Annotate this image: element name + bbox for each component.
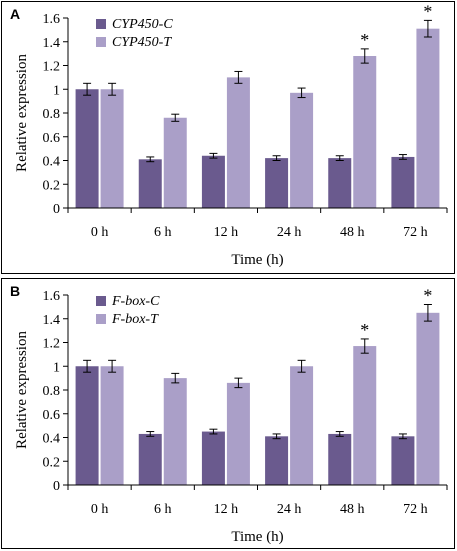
chart-a-svg: A 0 0.2 0.4 0.6 0.8 1 1.2 1.4 1.6 Relative express…	[10, 2, 448, 268]
bar-f-box-t	[163, 378, 187, 485]
legend-swatch	[96, 296, 106, 306]
bar-cyp450-c	[391, 156, 415, 208]
legend-label: CYP450-C	[112, 17, 173, 32]
x-axis-title: Time (h)	[231, 529, 283, 545]
bar-f-box-c	[138, 433, 162, 485]
x-tick-label: 6 h	[154, 502, 172, 517]
y-tick-label: 1	[53, 83, 60, 98]
x-tick-label: 12 h	[214, 225, 239, 240]
bar-cyp450-c	[201, 155, 225, 208]
bar-cyp450-c	[138, 159, 162, 208]
legend-swatch	[96, 19, 106, 29]
x-tick-label: 72 h	[403, 502, 428, 517]
bar-cyp450-t	[290, 92, 314, 208]
x-tick-label: 0 h	[91, 225, 109, 240]
bar-cyp450-t	[416, 28, 440, 208]
x-tick-label: 48 h	[340, 502, 365, 517]
y-tick-label: 0.6	[43, 408, 61, 423]
y-axis-title: Relative expression	[14, 54, 30, 172]
bar-cyp450-t	[226, 77, 250, 208]
x-tick-label: 12 h	[214, 502, 239, 517]
bar-f-box-t	[416, 312, 440, 485]
bar-f-box-c	[75, 366, 99, 485]
bar-f-box-c	[391, 436, 415, 485]
y-tick-label: 0.8	[43, 384, 61, 399]
y-tick-label: 1	[53, 360, 60, 375]
y-tick-label: 1.4	[43, 36, 61, 51]
bar-cyp450-t	[100, 89, 124, 208]
x-tick-label: 72 h	[403, 225, 428, 240]
y-tick-label: 0	[53, 479, 60, 494]
y-tick-label: 0.6	[43, 131, 61, 146]
chart-panel-a: A 0 0.2 0.4 0.6 0.8 1 1.2 1.4 1.6 Relative express…	[1, 1, 455, 274]
x-tick-label: 24 h	[277, 225, 302, 240]
x-axis-title: Time (h)	[231, 252, 283, 268]
bar-cyp450-c	[75, 89, 99, 208]
x-tick-label: 0 h	[91, 502, 109, 517]
legend-label: F-box-C	[111, 294, 160, 309]
y-tick-label: 1.6	[43, 289, 61, 304]
panel-label: B	[10, 283, 20, 299]
bar-f-box-t	[353, 346, 377, 485]
y-tick-label: 0	[53, 202, 60, 217]
chart-panel-b: B 0 0.2 0.4 0.6 0.8 1 1.2 1.4 1.6 Relative express…	[1, 278, 455, 549]
significance-marker: *	[360, 30, 369, 50]
bar-f-box-c	[265, 436, 289, 485]
bar-f-box-c	[328, 433, 352, 485]
bar-f-box-t	[100, 366, 124, 485]
bar-cyp450-t	[163, 117, 187, 208]
y-tick-label: 0.4	[43, 155, 61, 170]
y-tick-label: 0.4	[43, 432, 61, 447]
y-tick-label: 0.2	[43, 178, 61, 193]
bar-cyp450-t	[353, 56, 377, 208]
significance-marker: *	[423, 2, 432, 21]
significance-marker: *	[423, 286, 432, 306]
bar-f-box-t	[226, 382, 250, 485]
y-axis-title: Relative expression	[14, 331, 30, 449]
x-tick-label: 24 h	[277, 502, 302, 517]
bar-cyp450-c	[328, 158, 352, 208]
significance-marker: *	[360, 320, 369, 340]
panel-label: A	[10, 6, 20, 22]
y-tick-label: 1.2	[43, 337, 61, 352]
bar-cyp450-c	[265, 158, 289, 208]
y-tick-label: 1.2	[43, 60, 61, 75]
legend-label: F-box-T	[111, 312, 159, 327]
x-tick-label: 6 h	[154, 225, 172, 240]
y-tick-label: 0.8	[43, 107, 61, 122]
chart-b-svg: B 0 0.2 0.4 0.6 0.8 1 1.2 1.4 1.6 Relative express…	[10, 283, 448, 545]
x-tick-label: 48 h	[340, 225, 365, 240]
y-tick-label: 1.4	[43, 313, 61, 328]
bar-f-box-t	[290, 366, 314, 485]
legend-swatch	[96, 37, 106, 47]
y-tick-label: 1.6	[43, 12, 61, 27]
bar-f-box-c	[201, 431, 225, 485]
y-tick-label: 0.2	[43, 455, 61, 470]
legend-swatch	[96, 314, 106, 324]
legend-label: CYP450-T	[112, 35, 172, 50]
